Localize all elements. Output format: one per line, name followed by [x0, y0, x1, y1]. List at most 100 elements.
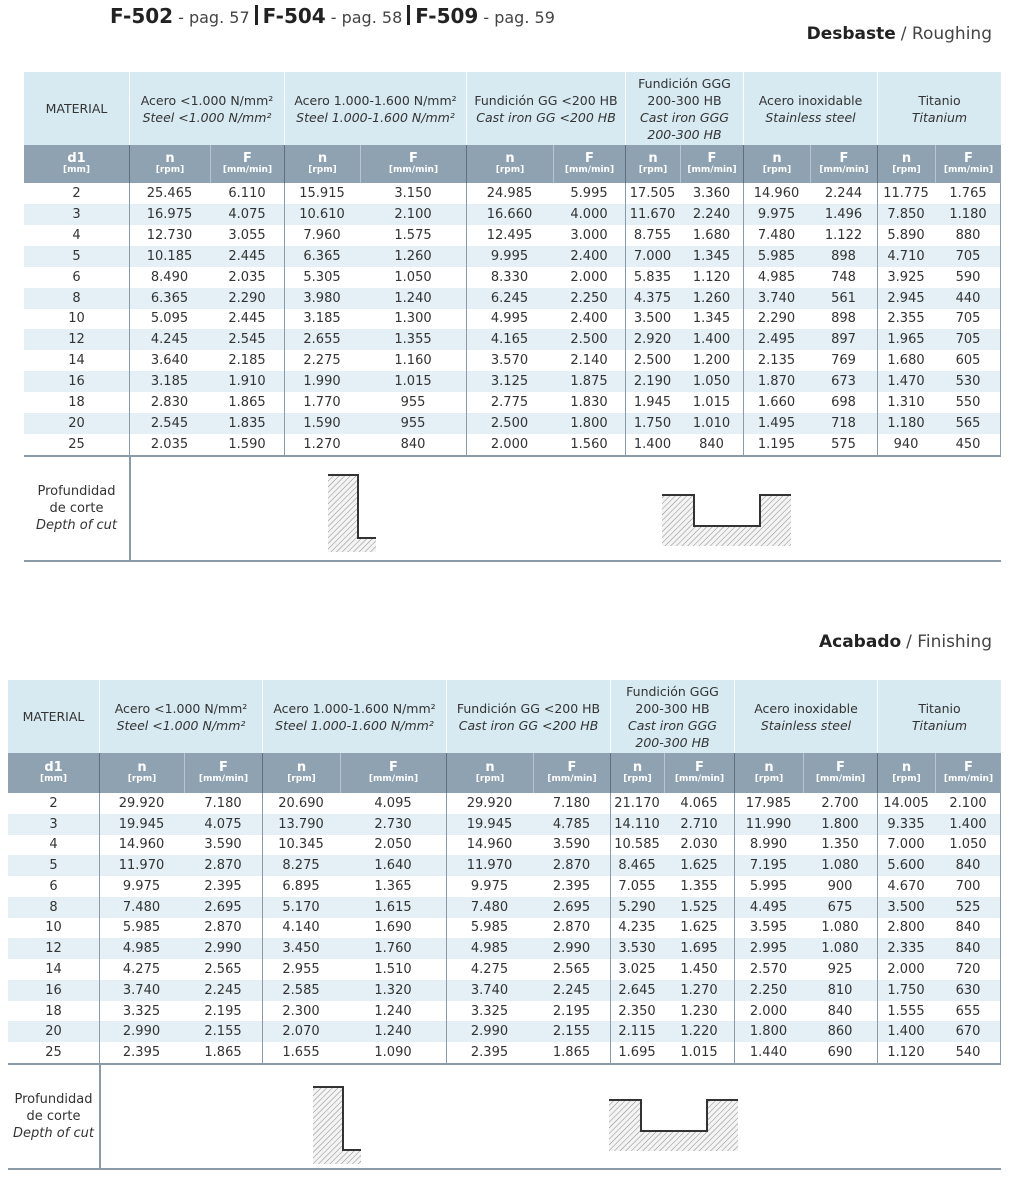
- value-cell: 3.055: [228, 227, 266, 243]
- value-cell: 24.985: [486, 185, 533, 201]
- sub-unit: [mm/min]: [943, 774, 994, 784]
- material-es: Fundición GGG 200-300 HB: [626, 683, 719, 716]
- value-cell: 4.235: [618, 920, 656, 936]
- sub-label: n: [648, 151, 658, 166]
- value-cell: 1.765: [949, 185, 987, 201]
- col-line: [877, 183, 878, 455]
- material-cell: Fundición GGG 200-300 HB Cast iron GGG 20…: [610, 680, 734, 753]
- value-cell: 1.555: [887, 1003, 925, 1019]
- row-bg: [24, 308, 1001, 330]
- d1-cell: 18: [45, 1003, 62, 1019]
- value-cell: 1.400: [949, 816, 987, 832]
- value-cell: 2.250: [570, 290, 608, 306]
- d1-unit: [mm]: [63, 165, 90, 175]
- row-bg: [24, 287, 1001, 309]
- value-cell: 2.185: [228, 353, 266, 369]
- value-cell: 19.945: [466, 816, 513, 832]
- material-es: Acero <1.000 N/mm²: [114, 700, 248, 716]
- value-cell: 2.395: [470, 1045, 509, 1061]
- value-cell: 3.000: [570, 227, 608, 243]
- value-cell: 1.910: [228, 374, 266, 390]
- value-cell: 7.180: [204, 795, 242, 811]
- row-bg: [8, 938, 1001, 960]
- col-line: [129, 183, 130, 455]
- value-cell: 4.670: [887, 878, 925, 894]
- heading-rest: / Finishing: [906, 632, 992, 652]
- value-cell: 2.275: [303, 353, 341, 369]
- value-cell: 1.450: [680, 962, 718, 978]
- value-cell: 1.510: [374, 962, 412, 978]
- value-cell: 8.465: [618, 858, 656, 874]
- value-cell: 21.170: [614, 795, 660, 811]
- value-cell: 1.355: [394, 332, 432, 348]
- value-cell: 1.525: [680, 899, 718, 915]
- col-line: [734, 793, 735, 1063]
- value-cell: 2.245: [204, 982, 242, 998]
- col-line: [625, 183, 626, 455]
- material-en: Cast iron GG <200 HB: [476, 109, 616, 125]
- value-cell: 7.960: [303, 227, 341, 243]
- value-cell: 1.240: [374, 1024, 412, 1040]
- sub-label: n: [772, 151, 782, 166]
- value-cell: 769: [831, 353, 856, 369]
- value-cell: 2.300: [282, 1003, 320, 1019]
- material-cell: Acero <1.000 N/mm² Steel <1.000 N/mm²: [129, 72, 284, 145]
- n-header: n [rpm]: [877, 753, 935, 793]
- sub-unit: [mm/min]: [815, 774, 866, 784]
- material-es: Acero inoxidable: [754, 700, 858, 716]
- value-cell: 1.495: [757, 416, 796, 432]
- material-cell: Fundición GG <200 HB Cast iron GG <200 HB: [446, 680, 610, 753]
- value-cell: 1.640: [374, 858, 412, 874]
- d1-cell: 8: [49, 899, 58, 915]
- value-cell: 11.970: [118, 858, 165, 874]
- d1-cell: 16: [68, 374, 85, 390]
- d1-cell: 18: [68, 395, 85, 411]
- value-cell: 9.335: [887, 816, 925, 832]
- row-bg: [24, 183, 1001, 204]
- value-cell: 2.945: [887, 290, 925, 306]
- value-cell: 2.250: [749, 982, 788, 998]
- d1-cell: 2: [72, 185, 81, 201]
- value-cell: 1.875: [570, 374, 608, 390]
- col-line: [1000, 793, 1001, 1063]
- value-cell: 6.365: [303, 248, 341, 264]
- material-cell: Acero <1.000 N/mm² Steel <1.000 N/mm²: [99, 680, 262, 753]
- material-cell: Titanio Titanium: [877, 72, 1001, 145]
- value-cell: 898: [831, 248, 856, 264]
- row-bg: [8, 813, 1001, 835]
- section-heading: Desbaste / Roughing: [807, 24, 992, 44]
- value-cell: 1.160: [394, 353, 432, 369]
- value-cell: 4.495: [749, 899, 788, 915]
- value-cell: 14.110: [614, 816, 660, 832]
- value-cell: 1.180: [887, 416, 925, 432]
- value-cell: 1.345: [692, 311, 731, 327]
- value-cell: 1.590: [303, 416, 341, 432]
- value-cell: 2.050: [374, 837, 412, 853]
- n-header: n [rpm]: [734, 753, 803, 793]
- n-header: n [rpm]: [466, 145, 553, 183]
- d1-cell: 8: [72, 290, 81, 306]
- row-bg: [24, 266, 1001, 288]
- depth-label: Profundidad de corte Depth of cut: [8, 1063, 99, 1170]
- value-cell: 3.360: [692, 185, 731, 201]
- value-cell: 1.680: [887, 353, 925, 369]
- value-cell: 1.750: [633, 416, 672, 432]
- n-header: n [rpm]: [284, 145, 360, 183]
- value-cell: 860: [827, 1024, 853, 1040]
- value-cell: 1.625: [680, 920, 718, 936]
- col-line: [743, 183, 744, 455]
- d1-unit: [mm]: [40, 774, 67, 784]
- value-cell: 1.400: [887, 1024, 925, 1040]
- material-es: Fundición GG <200 HB: [456, 700, 601, 716]
- n-header: n [rpm]: [262, 753, 340, 793]
- value-cell: 1.080: [821, 941, 859, 957]
- value-cell: 4.985: [122, 941, 161, 957]
- value-cell: 1.800: [821, 816, 859, 832]
- material-es: Acero <1.000 N/mm²: [140, 92, 274, 108]
- value-cell: 4.995: [490, 311, 529, 327]
- separator: [407, 5, 411, 25]
- f-header: F [mm/min]: [210, 145, 284, 183]
- value-cell: 14.960: [118, 837, 165, 853]
- f-header: F [mm/min]: [533, 753, 610, 793]
- value-cell: 3.185: [303, 311, 341, 327]
